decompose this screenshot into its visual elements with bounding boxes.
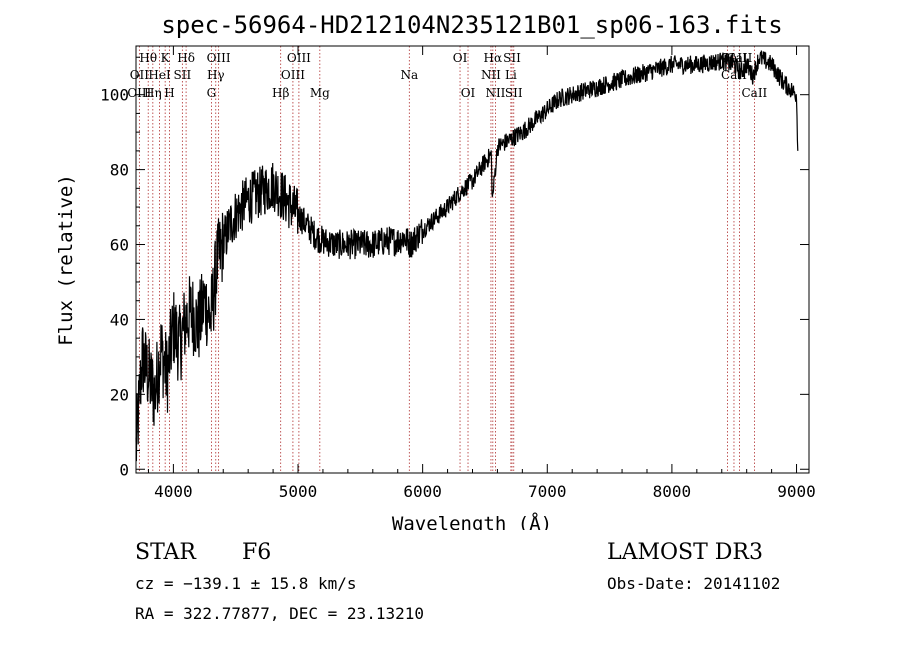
coordinates: RA = 322.77877, DEC = 23.13210 (135, 604, 424, 623)
line-label: OI (453, 51, 468, 65)
line-label: Hη (144, 86, 162, 100)
x-tick-label: 5000 (279, 482, 318, 501)
line-label: Mg (310, 86, 330, 100)
spectrum-line (135, 50, 799, 462)
line-label: OII (130, 68, 150, 82)
line-label: HeI (148, 68, 171, 82)
line-label: SII (503, 51, 521, 65)
spectral-subclass: F6 (242, 540, 272, 565)
y-axis-label: Flux (relative) (55, 174, 77, 346)
line-label: CaII (741, 86, 767, 100)
line-label: Hθ (139, 51, 157, 65)
y-tick-label: 60 (110, 236, 129, 255)
x-tick-label: 6000 (403, 482, 442, 501)
spectral-line-markers (138, 46, 755, 473)
line-label: OIII (207, 51, 231, 65)
line-label: SII (505, 86, 523, 100)
y-tick-label: 20 (110, 385, 129, 404)
x-axis-label: Wavelength (Å) (392, 512, 552, 530)
line-label: NII (485, 86, 505, 100)
y-axis-ticks: 0 20 40 60 80 100 (100, 56, 809, 479)
observation-date: Obs-Date: 20141102 (607, 574, 781, 593)
y-tick-label: 100 (100, 86, 129, 105)
object-class: STAR (135, 540, 196, 565)
line-label: OIII (127, 86, 151, 100)
line-label: OIII (287, 51, 311, 65)
y-tick-label: 40 (110, 310, 129, 329)
y-tick-label: 0 (119, 460, 129, 479)
line-label: K (161, 51, 171, 65)
x-tick-label: 8000 (653, 482, 692, 501)
chart-title: spec-56964-HD212104N235121B01_sp06-163.f… (161, 11, 782, 39)
line-label: OI (461, 86, 476, 100)
line-label: OIII (281, 68, 305, 82)
line-label: Hβ (272, 86, 289, 100)
plot-frame (135, 45, 810, 474)
line-label: Hα (484, 51, 503, 65)
line-label: Na (400, 68, 418, 82)
line-label: Li (505, 68, 517, 82)
spectrum-chart: spec-56964-HD212104N235121B01_sp06-163.f… (55, 11, 816, 530)
survey-name: LAMOST DR3 (607, 540, 763, 565)
x-tick-label: 4000 (154, 482, 193, 501)
redshift-readout: cz = −139.1 ± 15.8 km/s (135, 574, 357, 593)
line-label: Hδ (177, 51, 195, 65)
x-tick-label: 7000 (528, 482, 567, 501)
x-axis-ticks: 4000 5000 6000 7000 8000 9000 (147, 46, 816, 501)
line-label: H (164, 86, 174, 100)
line-label: NII (481, 68, 501, 82)
y-tick-label: 80 (110, 161, 129, 180)
line-label: G (207, 86, 217, 100)
line-label: SII (174, 68, 192, 82)
x-tick-label: 9000 (777, 482, 816, 501)
line-label: Hγ (207, 68, 225, 82)
